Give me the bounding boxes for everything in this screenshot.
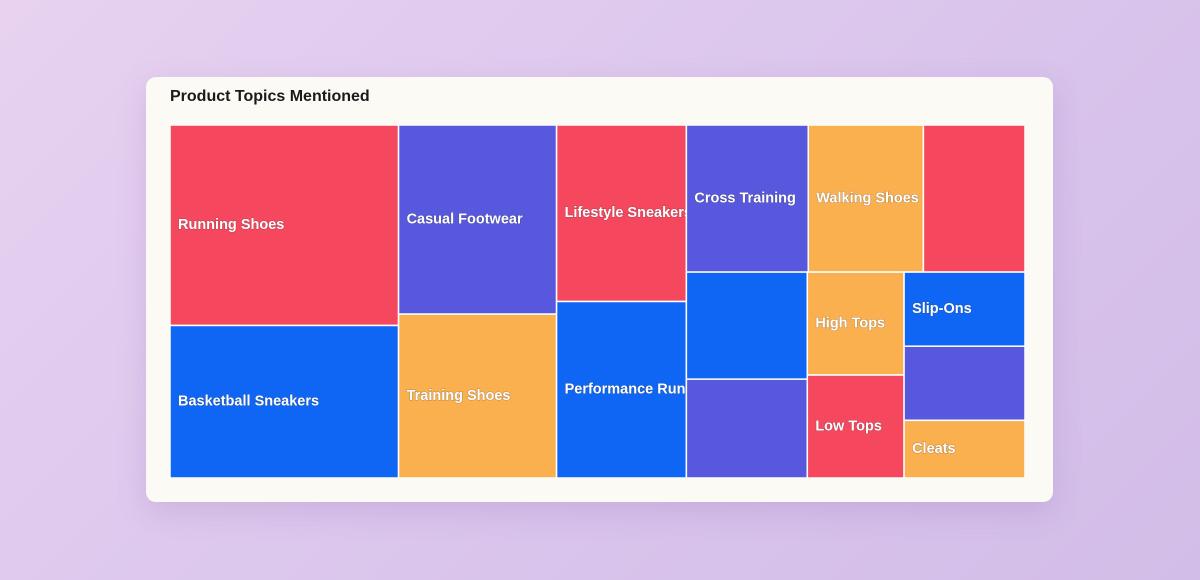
- tile-label: Cross Training: [694, 190, 796, 206]
- tile-label: Low Tops: [815, 418, 882, 434]
- tile-label: Cleats: [912, 441, 956, 457]
- chart-title: Product Topics Mentioned: [170, 88, 370, 105]
- tile: [903, 345, 1025, 422]
- tile: [170, 324, 400, 478]
- chart-card: Product Topics Mentioned Running Shoes Ba…: [146, 77, 1053, 502]
- tile-label: Walking Shoes: [816, 190, 919, 206]
- treemap: Running Shoes Basketball Sneakers Casual F…: [170, 125, 1025, 478]
- tile: [170, 125, 400, 327]
- tile-label: Casual Footwear: [407, 211, 523, 227]
- tile-label: High Tops: [815, 315, 885, 331]
- tile-label: Training Shoes: [407, 388, 511, 404]
- tile: [806, 374, 905, 478]
- tile: [685, 378, 809, 478]
- tile: [555, 125, 688, 303]
- tile: [807, 125, 925, 273]
- tile: [685, 271, 809, 380]
- tile-label: Performance Running: [565, 382, 716, 398]
- tile-label: Lifestyle Sneakers: [565, 205, 692, 221]
- tile-label: Slip-Ons: [912, 301, 972, 317]
- tile: [397, 313, 558, 478]
- tile: [903, 419, 1025, 478]
- tile: [903, 271, 1025, 347]
- tile-label: Running Shoes: [178, 217, 284, 233]
- tile-label: Basketball Sneakers: [178, 394, 319, 410]
- tile: [922, 125, 1025, 273]
